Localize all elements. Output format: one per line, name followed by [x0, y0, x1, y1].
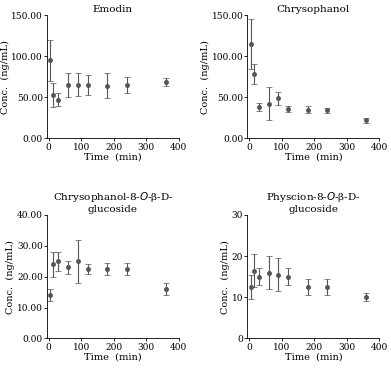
Title: Emodin: Emodin	[93, 5, 133, 14]
X-axis label: Time  (min): Time (min)	[285, 153, 342, 162]
Y-axis label: Conc.  (ng/mL): Conc. (ng/mL)	[201, 40, 210, 114]
X-axis label: Time  (min): Time (min)	[84, 353, 142, 362]
Y-axis label: Conc.  (ng/mL): Conc. (ng/mL)	[6, 240, 16, 314]
X-axis label: Time  (min): Time (min)	[84, 153, 142, 162]
Title: Physcion-8-$O$-β-D-
glucoside: Physcion-8-$O$-β-D- glucoside	[266, 190, 361, 214]
Y-axis label: Conc.  (ng/mL): Conc. (ng/mL)	[0, 40, 10, 114]
Title: Chrysophanol: Chrysophanol	[277, 5, 350, 14]
X-axis label: Time  (min): Time (min)	[285, 353, 342, 362]
Title: Chrysophanol-8-$O$-β-D-
glucoside: Chrysophanol-8-$O$-β-D- glucoside	[52, 190, 173, 214]
Y-axis label: Conc.  (ng/mL): Conc. (ng/mL)	[221, 240, 230, 314]
